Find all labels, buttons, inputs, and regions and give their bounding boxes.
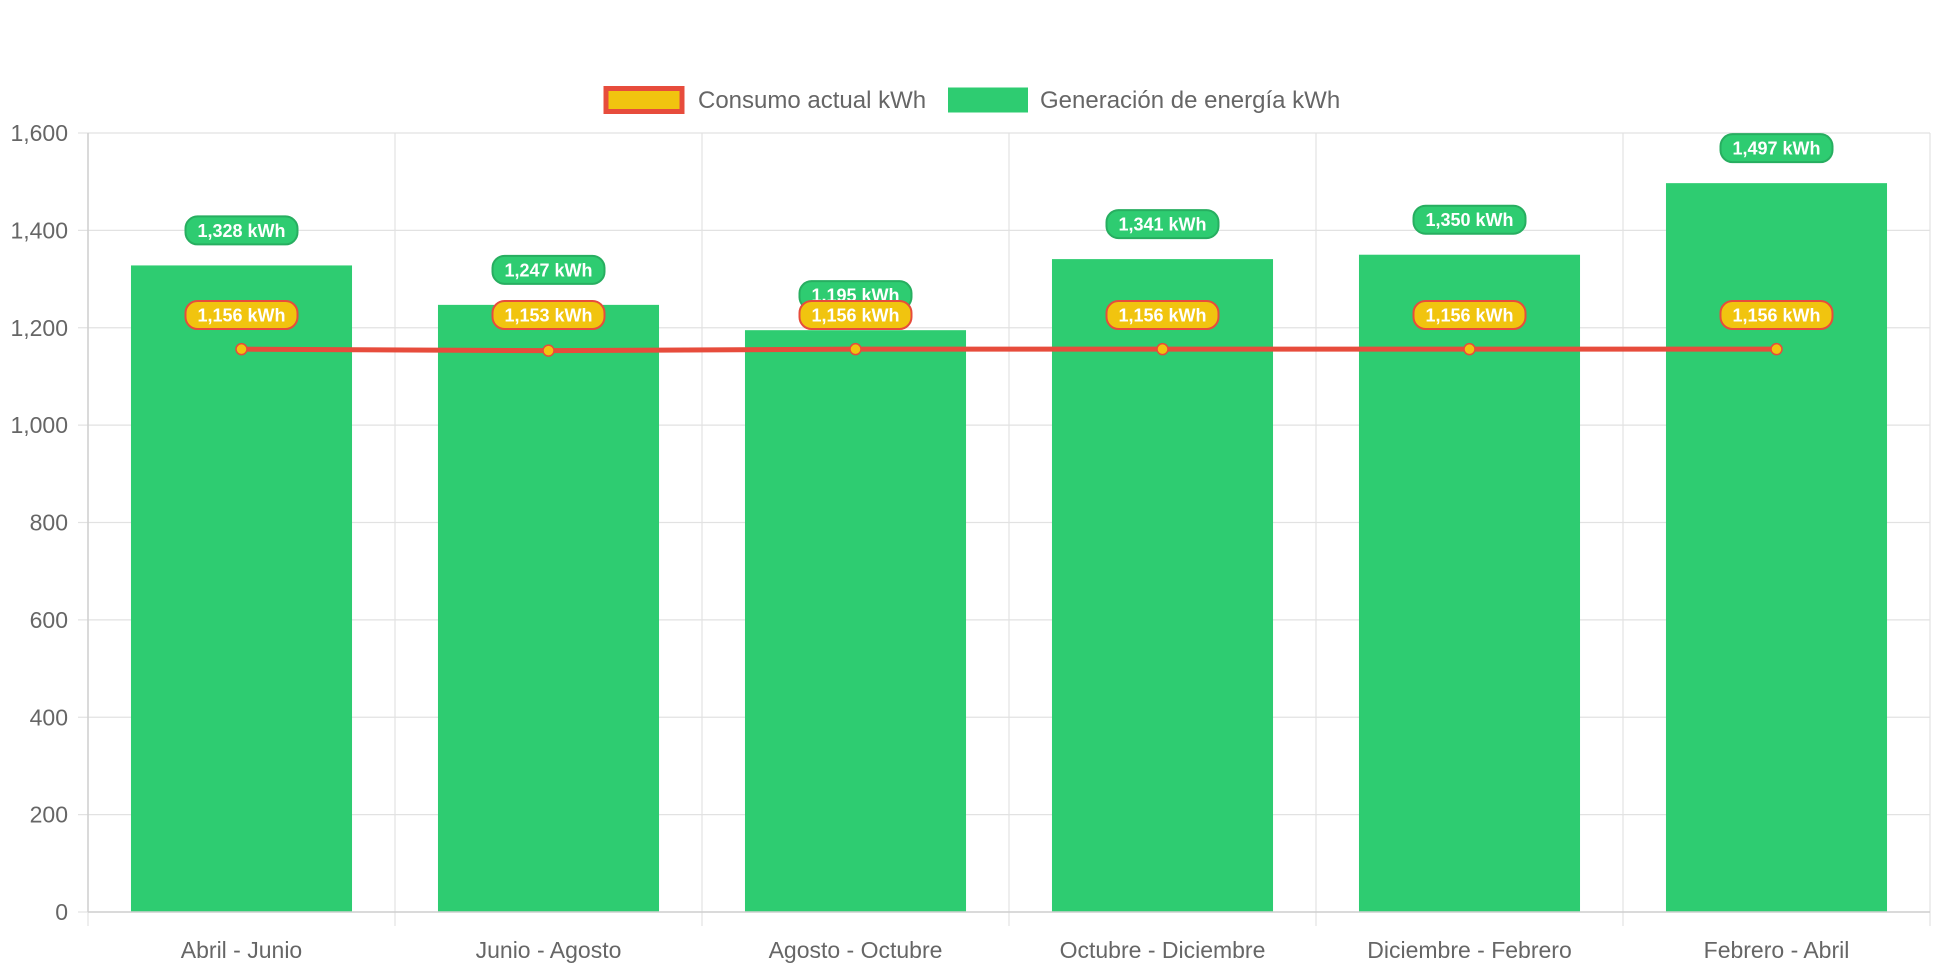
bar-generacion bbox=[1665, 183, 1888, 912]
x-tick-label: Octubre - Diciembre bbox=[1060, 937, 1266, 963]
y-tick-label: 1,200 bbox=[10, 315, 68, 341]
line-data-label: 1,156 kWh bbox=[1719, 300, 1834, 330]
legend-swatch-consumo bbox=[603, 86, 685, 114]
y-tick-label: 400 bbox=[30, 704, 68, 730]
point-consumo bbox=[1463, 342, 1476, 356]
bar-data-label-text: 1,328 kWh bbox=[197, 221, 285, 241]
y-tick-label: 600 bbox=[30, 607, 68, 633]
bar-data-label: 1,247 kWh bbox=[491, 254, 606, 285]
point-consumo bbox=[1156, 342, 1169, 356]
line-data-label-text: 1,156 kWh bbox=[811, 306, 899, 326]
line-data-label-text: 1,156 kWh bbox=[197, 306, 285, 326]
y-tick-label: 800 bbox=[30, 510, 68, 536]
legend-label-consumo: Consumo actual kWh bbox=[698, 87, 926, 114]
x-tick-label: Febrero - Abril bbox=[1704, 937, 1850, 963]
y-tick-label: 0 bbox=[55, 899, 68, 925]
line-data-label-bg bbox=[1105, 300, 1220, 330]
bar-data-label-bg bbox=[184, 215, 299, 246]
line-data-label-bg bbox=[798, 300, 913, 330]
line-data-label: 1,156 kWh bbox=[1412, 300, 1527, 330]
line-data-label-text: 1,156 kWh bbox=[1425, 306, 1513, 326]
bar-data-label: 1,328 kWh bbox=[184, 215, 299, 246]
bar-generacion bbox=[437, 304, 660, 912]
line-data-label: 1,156 kWh bbox=[1105, 300, 1220, 330]
axis-layer: 0 200 400 600 800 1,000 1,200 1,400 1,600 Abril -… bbox=[10, 120, 1930, 963]
legend-item-consumo[interactable]: Consumo actual kWh bbox=[603, 86, 926, 114]
line-data-label-bg bbox=[1412, 300, 1527, 330]
y-tick-label: 1,000 bbox=[10, 412, 68, 438]
bar-generacion bbox=[1358, 254, 1581, 912]
x-tick-label: Abril - Junio bbox=[181, 937, 302, 963]
line-data-label: 1,156 kWh bbox=[184, 300, 299, 330]
bar-generacion bbox=[744, 330, 967, 912]
line-data-label-bg bbox=[184, 300, 299, 330]
line-data-label-text: 1,153 kWh bbox=[504, 306, 592, 326]
point-consumo bbox=[1770, 342, 1783, 356]
y-tick-label: 1,600 bbox=[10, 120, 68, 146]
bar-data-label-text: 1,247 kWh bbox=[504, 260, 592, 280]
bar-data-label-bg bbox=[1105, 209, 1220, 240]
line-data-label-text: 1,156 kWh bbox=[1118, 306, 1206, 326]
line-layer bbox=[235, 342, 1783, 357]
bar-data-label: 1,350 kWh bbox=[1412, 204, 1527, 235]
line-data-label: 1,156 kWh bbox=[798, 300, 913, 330]
bar-data-label: 1,341 kWh bbox=[1105, 209, 1220, 240]
line-data-label-bg bbox=[1719, 300, 1834, 330]
bar-data-label-bg bbox=[1412, 204, 1527, 235]
bar-generacion bbox=[1051, 259, 1274, 913]
legend-item-generacion[interactable]: Generación de energía kWh bbox=[948, 87, 1340, 114]
x-tick-label: Diciembre - Febrero bbox=[1367, 937, 1572, 963]
line-data-label-text: 1,156 kWh bbox=[1732, 306, 1820, 326]
legend[interactable]: Consumo actual kWh Generación de energía … bbox=[603, 86, 1340, 114]
point-consumo bbox=[235, 342, 248, 356]
bar-data-label: 1,497 kWh bbox=[1719, 133, 1834, 164]
legend-label-generacion: Generación de energía kWh bbox=[1040, 87, 1340, 114]
line-data-label: 1,153 kWh bbox=[491, 300, 606, 330]
bar-data-label-text: 1,350 kWh bbox=[1425, 210, 1513, 230]
y-tick-label: 200 bbox=[30, 802, 68, 828]
grid-layer bbox=[78, 132, 1931, 926]
point-consumo bbox=[849, 342, 862, 356]
bar-data-label-text: 1,497 kWh bbox=[1732, 139, 1820, 159]
x-tick-label: Junio - Agosto bbox=[476, 937, 622, 963]
line-consumo bbox=[239, 346, 1779, 354]
bar-generacion bbox=[130, 265, 353, 912]
y-tick-label: 1,400 bbox=[10, 217, 68, 243]
legend-swatch-generacion bbox=[948, 87, 1028, 113]
point-consumo bbox=[542, 344, 555, 357]
x-tick-label: Agosto - Octubre bbox=[769, 937, 943, 963]
bar-data-label-bg bbox=[1719, 133, 1834, 164]
bar-data-label-text: 1,341 kWh bbox=[1118, 215, 1206, 235]
line-data-label-bg bbox=[491, 300, 606, 330]
bar-data-label-bg bbox=[491, 254, 606, 285]
